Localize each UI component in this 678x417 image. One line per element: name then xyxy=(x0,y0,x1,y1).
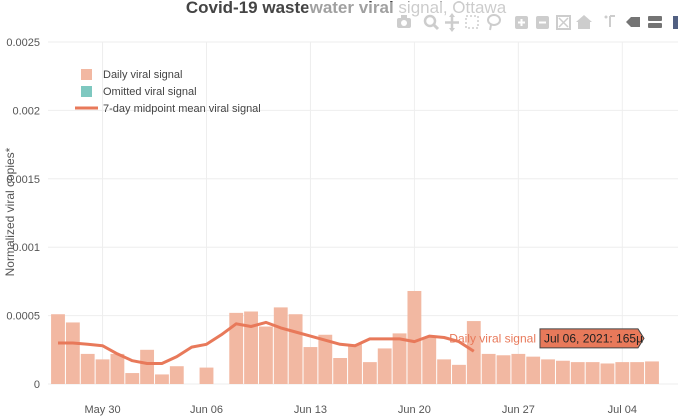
daily-signal-bar[interactable] xyxy=(600,363,615,384)
line-layer[interactable] xyxy=(58,320,475,365)
daily-signal-bar[interactable] xyxy=(570,362,585,384)
legend-label-daily[interactable]: Daily viral signal xyxy=(103,69,182,81)
daily-signal-bar[interactable] xyxy=(496,355,511,384)
y-tick-label: 0.0005 xyxy=(6,311,40,323)
daily-signal-bar[interactable] xyxy=(407,290,422,384)
zoom-in-icon[interactable] xyxy=(515,16,528,29)
autoscale-icon[interactable] xyxy=(556,15,571,30)
daily-signal-bar[interactable] xyxy=(199,367,214,384)
bars-layer[interactable] xyxy=(51,290,659,384)
daily-signal-bar[interactable] xyxy=(526,356,541,384)
hover-layer: Jul 06, 2021: 165µ Daily viral signal xyxy=(449,328,645,349)
plotly-logo[interactable] xyxy=(673,16,678,29)
spike-lines-icon[interactable] xyxy=(604,15,616,28)
mean-signal-line[interactable] xyxy=(58,320,475,365)
modebar-backdrop xyxy=(308,2,678,36)
daily-signal-bar[interactable] xyxy=(95,359,110,384)
modebar[interactable] xyxy=(308,2,678,36)
hover-tooltip-text: Jul 06, 2021: 165µ xyxy=(544,331,643,345)
daily-signal-bar[interactable] xyxy=(452,364,466,384)
axes-layer: 0 0.0005 0.001 0.0015 0.002 0.0025 May 30 Jun 0… xyxy=(6,37,637,416)
daily-signal-bar[interactable] xyxy=(169,366,184,384)
x-tick-label: May 30 xyxy=(85,404,121,416)
y-tick-label: 0.001 xyxy=(12,242,40,254)
legend-label-omitted[interactable]: Omitted viral signal xyxy=(103,86,197,98)
y-tick-label: 0.0025 xyxy=(6,37,40,49)
daily-signal-bar[interactable] xyxy=(318,334,333,384)
daily-signal-bar[interactable] xyxy=(555,360,570,384)
daily-signal-bar[interactable] xyxy=(422,337,437,384)
daily-signal-bar[interactable] xyxy=(229,312,244,384)
grid-layer xyxy=(48,41,678,385)
daily-signal-bar[interactable] xyxy=(630,362,645,384)
lasso-select-icon[interactable] xyxy=(487,14,501,31)
reset-axes-icon[interactable] xyxy=(576,15,592,29)
daily-signal-bar[interactable] xyxy=(615,362,630,384)
daily-signal-bar[interactable] xyxy=(65,322,80,384)
daily-signal-bar[interactable] xyxy=(585,362,600,384)
daily-signal-bar[interactable] xyxy=(303,347,318,384)
daily-signal-bar[interactable] xyxy=(273,307,288,384)
pan-icon[interactable] xyxy=(445,13,459,32)
x-tick-label: Jun 27 xyxy=(502,404,535,416)
y-axis-label: Normalized viral copies* xyxy=(3,147,17,276)
daily-signal-bar[interactable] xyxy=(155,374,169,384)
daily-signal-bar[interactable] xyxy=(392,333,407,384)
hover-series-label: Daily viral signal xyxy=(449,331,536,345)
legend[interactable]: Daily viral signal Omitted viral signal … xyxy=(75,69,261,115)
hover-tooltip-box xyxy=(539,328,645,349)
y-tick-label: 0 xyxy=(34,379,40,391)
daily-signal-bar[interactable] xyxy=(481,353,496,384)
daily-signal-bar[interactable] xyxy=(51,314,65,384)
chart-title: Covid-19 wastewater viral signal, Ottawa xyxy=(186,0,507,17)
legend-swatch-daily[interactable] xyxy=(81,69,92,80)
daily-signal-bar[interactable] xyxy=(645,361,659,384)
zoom-out-icon[interactable] xyxy=(536,16,549,29)
daily-signal-bar[interactable] xyxy=(258,326,273,384)
legend-label-mean[interactable]: 7-day midpoint mean viral signal xyxy=(103,103,261,115)
daily-signal-bar[interactable] xyxy=(110,353,125,384)
zoom-icon[interactable] xyxy=(423,14,440,31)
daily-signal-bar[interactable] xyxy=(348,344,362,384)
x-tick-label: Jul 04 xyxy=(608,404,637,416)
daily-signal-bar[interactable] xyxy=(125,373,140,384)
daily-signal-bar[interactable] xyxy=(362,362,377,384)
daily-signal-bar[interactable] xyxy=(244,311,258,384)
camera-icon[interactable] xyxy=(397,15,411,28)
x-tick-label: Jun 13 xyxy=(294,404,327,416)
daily-signal-bar[interactable] xyxy=(288,314,303,384)
box-select-icon[interactable] xyxy=(465,15,479,29)
daily-signal-bar[interactable] xyxy=(541,359,555,384)
daily-signal-bar[interactable] xyxy=(511,353,526,384)
x-tick-label: Jun 06 xyxy=(190,404,223,416)
daily-signal-bar[interactable] xyxy=(466,321,481,384)
y-tick-label: 0.0015 xyxy=(6,174,40,186)
daily-signal-bar[interactable] xyxy=(140,349,155,384)
hover-tooltip: Jul 06, 2021: 165µ Daily viral signal xyxy=(449,328,645,349)
daily-signal-bar[interactable] xyxy=(437,359,452,384)
y-tick-label: 0.002 xyxy=(12,105,40,117)
daily-signal-bar[interactable] xyxy=(377,348,392,384)
hover-closest-icon[interactable] xyxy=(626,17,640,27)
x-tick-label: Jun 20 xyxy=(398,404,431,416)
daily-signal-bar[interactable] xyxy=(80,353,95,384)
daily-signal-bar[interactable] xyxy=(333,358,348,384)
legend-swatch-omitted[interactable] xyxy=(81,86,92,97)
hover-compare-icon[interactable] xyxy=(648,16,662,28)
